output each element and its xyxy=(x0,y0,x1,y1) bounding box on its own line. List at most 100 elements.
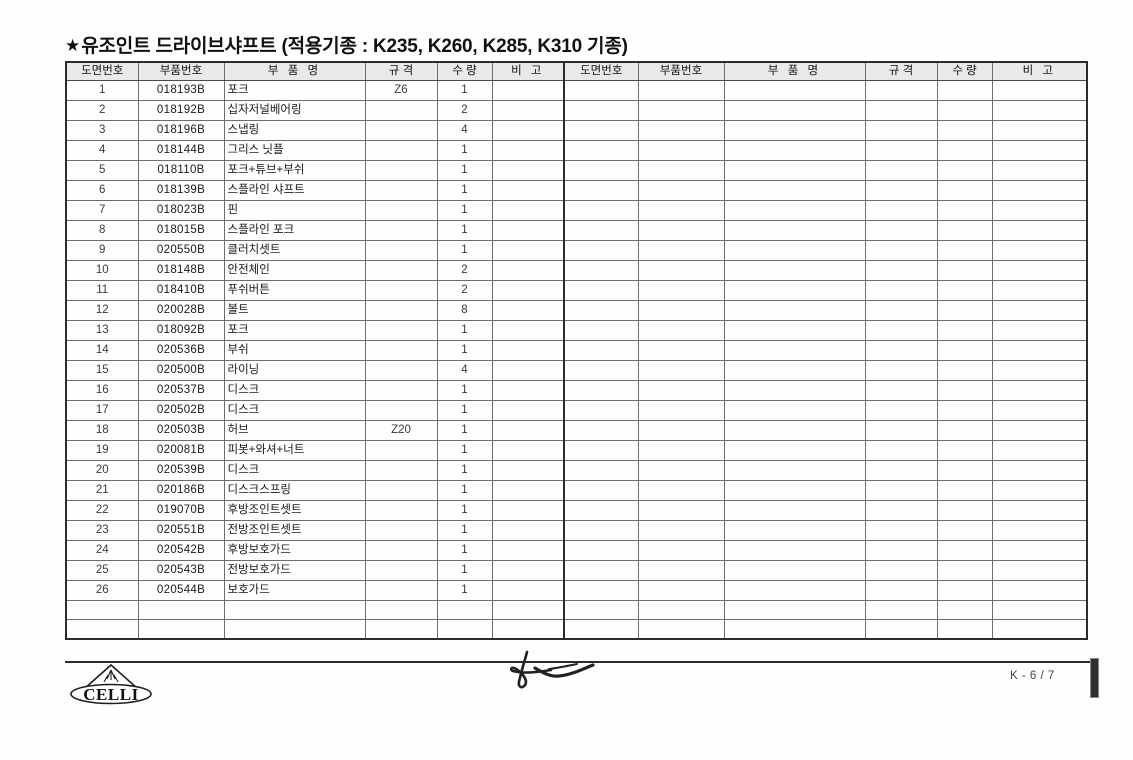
cell-drawing-no-left: 11 xyxy=(65,280,139,301)
cell-drawing-no-left: 16 xyxy=(65,380,139,401)
cell-spec-right xyxy=(864,619,938,640)
cell-qty-left: 1 xyxy=(436,460,493,481)
cell-drawing-no-left: 22 xyxy=(65,500,139,521)
cell-qty-right xyxy=(936,400,993,421)
cell-part-no-left: 018410B xyxy=(137,280,225,301)
cell-part-name-right xyxy=(723,340,866,361)
cell-note-right xyxy=(991,240,1088,261)
header-note-left: 비 고 xyxy=(491,61,565,81)
cell-drawing-no-right xyxy=(563,220,639,241)
cell-qty-right xyxy=(936,560,993,581)
page-title: ★ 유조인트 드라이브샤프트 (적용기종 : K235, K260, K285,… xyxy=(65,28,628,56)
cell-part-name-left: 후방보호가드 xyxy=(223,540,366,561)
cell-spec-right xyxy=(864,420,938,441)
cell-part-no-left: 018139B xyxy=(137,180,225,201)
cell-part-no-left: 018148B xyxy=(137,260,225,281)
cell-spec-left xyxy=(364,160,438,181)
cell-qty-left: 1 xyxy=(436,180,493,201)
cell-qty-left: 1 xyxy=(436,500,493,521)
cell-part-name-left: 포크 xyxy=(223,320,366,341)
cell-part-no-right xyxy=(637,120,725,141)
cell-part-no-right xyxy=(637,340,725,361)
table-row: 14 020536B 부쉬 1 xyxy=(65,340,1088,361)
cell-qty-right xyxy=(936,340,993,361)
cell-drawing-no-left: 26 xyxy=(65,580,139,601)
cell-drawing-no-left: 17 xyxy=(65,400,139,421)
cell-qty-right xyxy=(936,380,993,401)
cell-drawing-no-right xyxy=(563,340,639,361)
cell-part-name-left: 십자저널베어링 xyxy=(223,100,366,121)
cell-drawing-no-left: 9 xyxy=(65,240,139,261)
cell-drawing-no-right xyxy=(563,100,639,121)
cell-part-no-right xyxy=(637,460,725,481)
cell-part-name-left: 포크 xyxy=(223,80,366,101)
cell-qty-left: 1 xyxy=(436,540,493,561)
table-row: 19 020081B 피봇+와셔+너트 1 xyxy=(65,440,1088,461)
cell-note-left xyxy=(491,120,565,141)
cell-part-name-right xyxy=(723,200,866,221)
cell-drawing-no-right xyxy=(563,260,639,281)
cell-note-left xyxy=(491,440,565,461)
cell-part-no-right xyxy=(637,360,725,381)
cell-drawing-no-left: 2 xyxy=(65,100,139,121)
cell-part-name-left xyxy=(223,600,366,620)
cell-drawing-no-left: 8 xyxy=(65,220,139,241)
cell-note-left xyxy=(491,100,565,121)
cell-part-name-left: 허브 xyxy=(223,420,366,441)
cell-drawing-no-right xyxy=(563,300,639,321)
cell-qty-left: 1 xyxy=(436,340,493,361)
cell-part-no-left: 018193B xyxy=(137,80,225,101)
cell-qty-left: 2 xyxy=(436,100,493,121)
cell-spec-right xyxy=(864,300,938,321)
cell-part-no-left: 018144B xyxy=(137,140,225,161)
cell-part-no-right xyxy=(637,520,725,541)
cell-qty-right xyxy=(936,300,993,321)
cell-note-right xyxy=(991,280,1088,301)
cell-part-name-right xyxy=(723,520,866,541)
cell-note-right xyxy=(991,160,1088,181)
cell-part-no-left: 020544B xyxy=(137,580,225,601)
cell-spec-left xyxy=(364,580,438,601)
cell-note-right xyxy=(991,440,1088,461)
cell-part-no-left: 020537B xyxy=(137,380,225,401)
cell-part-name-left: 볼트 xyxy=(223,300,366,321)
cell-note-right xyxy=(991,520,1088,541)
cell-part-no-right xyxy=(637,480,725,501)
cell-drawing-no-left: 4 xyxy=(65,140,139,161)
cell-qty-left: 1 xyxy=(436,420,493,441)
cell-qty-right xyxy=(936,280,993,301)
cell-qty-left: 1 xyxy=(436,200,493,221)
cell-part-name-left: 핀 xyxy=(223,200,366,221)
cell-part-no-left: 018015B xyxy=(137,220,225,241)
header-part-no-right: 부품번호 xyxy=(637,61,725,81)
table-row: 6 018139B 스플라인 샤프트 1 xyxy=(65,180,1088,201)
cell-qty-left: 4 xyxy=(436,360,493,381)
cell-spec-left xyxy=(364,360,438,381)
cell-note-right xyxy=(991,220,1088,241)
cell-part-no-right xyxy=(637,160,725,181)
cell-spec-left xyxy=(364,440,438,461)
cell-qty-left: 2 xyxy=(436,280,493,301)
table-row: 23 020551B 전방조인트셋트 1 xyxy=(65,520,1088,541)
cell-part-name-right xyxy=(723,540,866,561)
cell-part-name-right xyxy=(723,500,866,521)
cell-qty-right xyxy=(936,500,993,521)
cell-part-name-left: 전방조인트셋트 xyxy=(223,520,366,541)
cell-drawing-no-right xyxy=(563,580,639,601)
cell-drawing-no-right xyxy=(563,480,639,501)
cell-note-left xyxy=(491,240,565,261)
table-row: 20 020539B 디스크 1 xyxy=(65,460,1088,481)
cell-qty-right xyxy=(936,619,993,640)
cell-part-no-right xyxy=(637,240,725,261)
header-drawing-no-right: 도면번호 xyxy=(563,61,639,81)
cell-part-name-right xyxy=(723,600,866,620)
cell-drawing-no-left: 24 xyxy=(65,540,139,561)
cell-drawing-no-right xyxy=(563,180,639,201)
cell-drawing-no-right xyxy=(563,619,639,640)
header-note-right: 비 고 xyxy=(991,61,1088,81)
cell-part-no-right xyxy=(637,380,725,401)
cell-note-left xyxy=(491,600,565,620)
cell-qty-left: 1 xyxy=(436,320,493,341)
cell-part-no-right xyxy=(637,540,725,561)
